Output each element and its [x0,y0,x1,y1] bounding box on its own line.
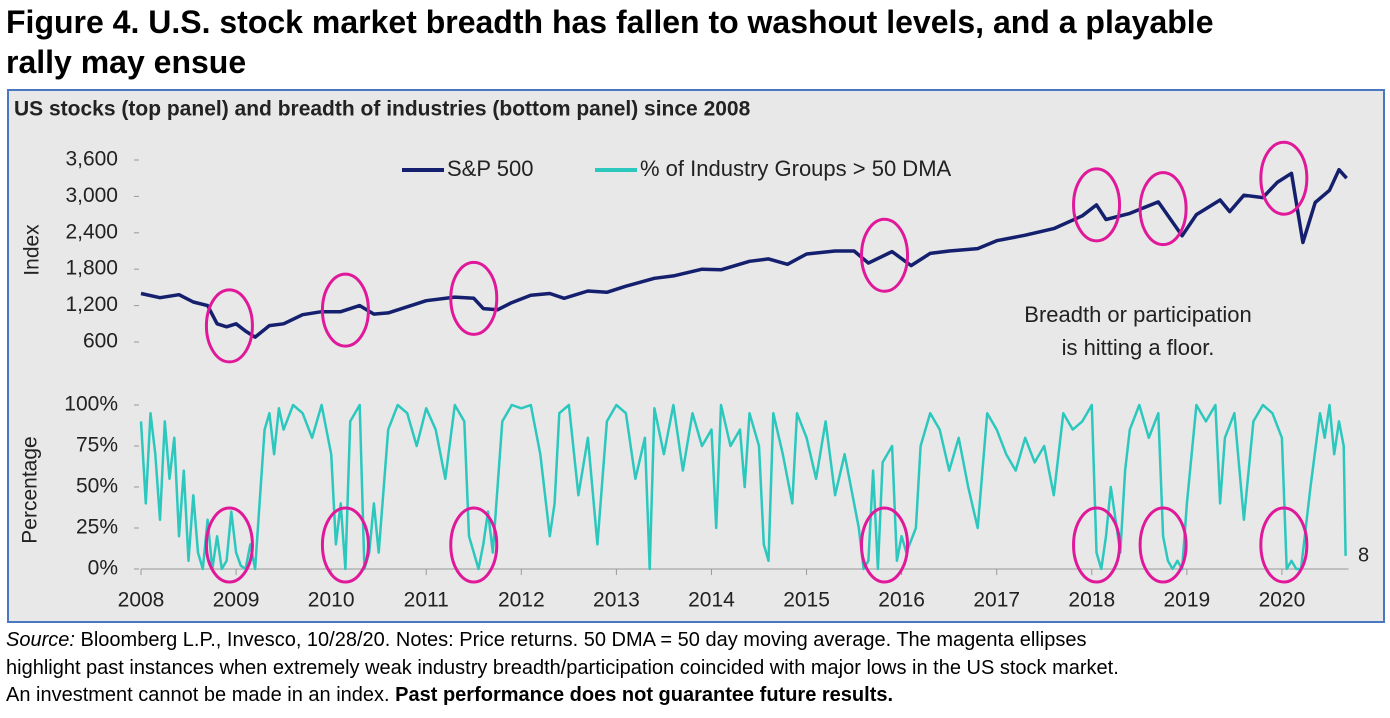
highlight-ellipse [204,506,254,584]
y-tick-label: 3,000 [65,184,118,207]
footnote-line: highlight past instances when extremely … [6,656,1119,679]
highlight-ellipse [1072,167,1122,243]
y-tick-label: 600 [83,330,118,353]
data-line [140,167,1348,339]
y-tick-label: 100% [64,393,118,416]
highlight-ellipse [320,272,370,348]
title-line: Figure 4. U.S. stock market breadth has … [6,4,1214,40]
y-tick-label: 0% [88,557,118,580]
highlight-ellipse [1138,506,1188,584]
footnote-text: Bloomberg L.P., Invesco, 10/28/20. Notes… [80,629,1087,651]
y-tick-label: 75% [76,434,118,457]
highlight-ellipse [449,260,499,336]
y-axis-label: Percentage [19,436,42,543]
x-tick-label: 2011 [404,589,449,612]
title-line: rally may ensue [6,44,247,80]
highlight-ellipse [1259,140,1309,216]
x-tick-label: 2016 [878,589,925,612]
y-tick-label: 3,600 [65,148,118,171]
chart: US stocks (top panel) and breadth of ind… [7,89,1385,623]
figure-title: Figure 4. U.S. stock market breadth has … [6,2,1213,82]
data-line [139,403,1347,571]
highlight-ellipse [449,506,499,584]
chart-frame [7,89,1385,623]
footnote-line: Source: Bloomberg L.P., Invesco, 10/28/2… [6,627,1119,655]
annotation: is hitting a floor. [1062,335,1215,360]
chart-subtitle: US stocks (top panel) and breadth of ind… [14,98,751,121]
footnote-line: An investment cannot be made in an index… [6,682,1119,710]
x-tick-label: 2018 [1068,589,1115,612]
y-tick-label: 50% [76,475,118,498]
highlight-ellipse [860,506,910,584]
x-tick-label: 2008 [118,589,165,612]
y-tick-label: 2,400 [65,220,118,243]
footnote: Source: Bloomberg L.P., Invesco, 10/28/2… [6,627,1119,710]
y-axis-label: Index [21,224,44,276]
legend-label: S&P 500 [447,156,533,181]
footnote-bold: Past performance does not guarantee futu… [395,684,894,706]
x-tick-label: 2012 [498,589,545,612]
highlight-ellipse [204,288,254,364]
x-tick-label: 2015 [783,589,830,612]
footnote-text: An investment cannot be made in an index… [6,684,390,706]
annotation: Breadth or participation [1024,302,1251,327]
highlight-ellipse [1072,506,1122,584]
x-tick-label: 2020 [1259,589,1306,612]
y-tick-label: 1,800 [65,257,118,280]
x-tick-label: 2010 [308,589,355,612]
highlight-ellipse [320,506,370,584]
end-label: 8 [1358,544,1369,566]
source-label: Source: [6,629,75,651]
highlight-ellipse [1138,171,1188,247]
x-tick-label: 2014 [688,589,735,612]
x-tick-label: 2013 [593,589,640,612]
highlight-ellipse [860,217,910,293]
x-tick-label: 2009 [213,589,260,612]
y-tick-label: 1,200 [65,293,118,316]
highlight-ellipse [1259,506,1309,584]
x-tick-label: 2019 [1164,589,1211,612]
legend-label: % of Industry Groups > 50 DMA [640,156,952,181]
y-tick-label: 25% [76,516,118,539]
x-tick-label: 2017 [973,589,1020,612]
